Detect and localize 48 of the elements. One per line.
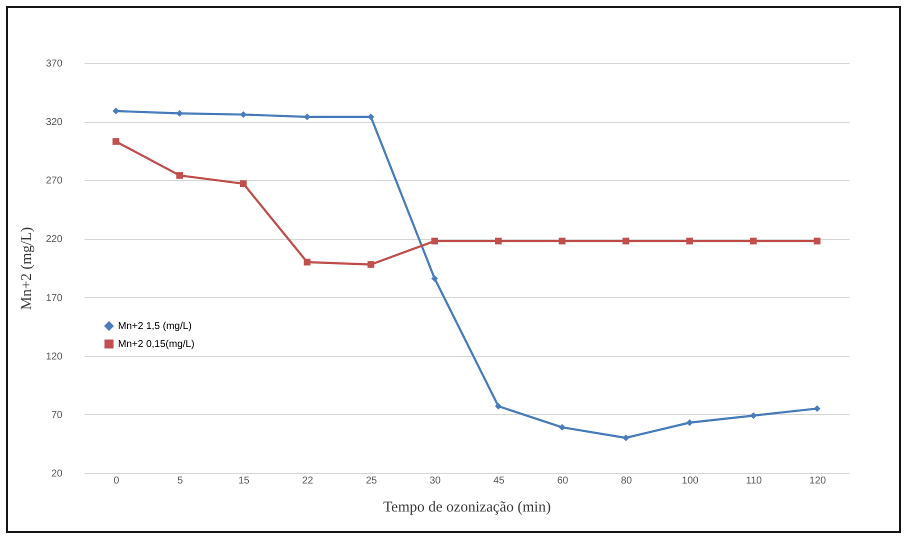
- point: [112, 138, 120, 145]
- y-axis-title: Mn+2 (mg/L): [18, 226, 35, 310]
- x-tick-label: 5: [177, 476, 184, 486]
- point: [240, 180, 247, 188]
- point: [495, 238, 502, 244]
- y-tick-label: 120: [46, 351, 63, 362]
- x-tick-label: 100: [682, 476, 699, 486]
- point: [431, 238, 438, 244]
- y-tick-label: 170: [46, 292, 63, 304]
- y-tick-label: 320: [46, 117, 63, 128]
- x-tick-label: 60: [557, 476, 569, 486]
- legend-label: Mn+2 0,15(mg/L): [118, 339, 194, 350]
- point: [112, 108, 120, 114]
- point: [304, 258, 310, 266]
- x-tick-label: 80: [620, 476, 632, 486]
- legend-label: Mn+2 1,5 (mg/L): [118, 321, 192, 332]
- point: [622, 434, 630, 442]
- x-tick-label: 0: [114, 476, 120, 486]
- point: [686, 238, 693, 244]
- point: [176, 172, 183, 179]
- y-tick-label: 70: [51, 410, 63, 421]
- x-tick-label: 110: [746, 476, 762, 486]
- x-tick-label: 22: [302, 476, 314, 486]
- point: [558, 424, 566, 431]
- point: [686, 419, 693, 426]
- point: [368, 114, 374, 120]
- y-tick-label: 220: [46, 234, 63, 246]
- point: [750, 412, 757, 419]
- point: [176, 110, 183, 117]
- y-tick-label: 20: [51, 468, 63, 480]
- x-tick-label: 15: [238, 476, 250, 486]
- point: [814, 238, 820, 244]
- x-tick-label: 30: [430, 476, 442, 486]
- x-tick-label: 120: [809, 476, 826, 486]
- point: [814, 405, 820, 412]
- point: [304, 114, 310, 120]
- point: [558, 238, 566, 244]
- point: [750, 238, 757, 244]
- y-tick-label: 270: [46, 176, 63, 187]
- point: [431, 275, 438, 282]
- point: [622, 238, 630, 244]
- x-tick-label: 25: [366, 476, 378, 486]
- x-tick-label: 45: [493, 476, 505, 486]
- y-tick-label: 370: [46, 58, 63, 70]
- point: [368, 261, 374, 268]
- point: [495, 402, 502, 410]
- x-axis-title: Tempo de ozonização (min): [383, 500, 551, 516]
- point: [240, 111, 247, 118]
